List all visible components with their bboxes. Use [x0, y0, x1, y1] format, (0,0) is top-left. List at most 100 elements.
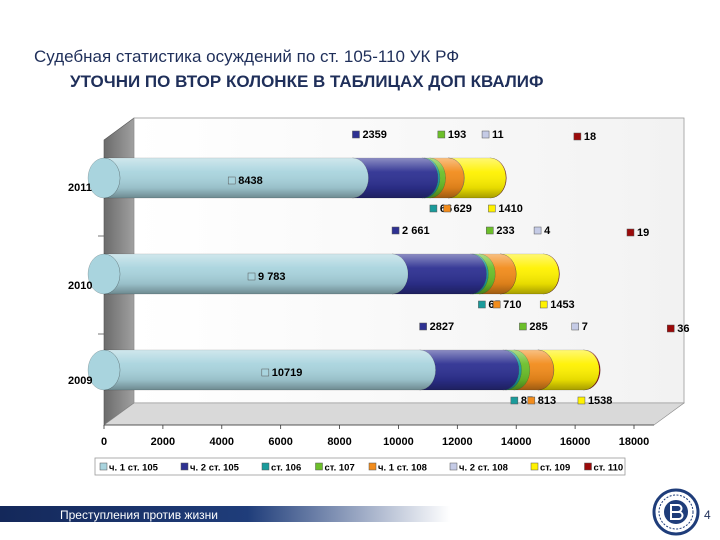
bar-cap [87, 157, 121, 199]
legend-swatch [530, 462, 539, 471]
footer-bar [0, 506, 450, 522]
legend-entry: ч. 2 ст. 108 [459, 463, 508, 474]
legend-swatch [315, 462, 323, 471]
legend-swatch [368, 462, 377, 471]
data-label-key [519, 322, 527, 331]
bar-segment-shading [104, 158, 369, 198]
bar-segment-shading [429, 158, 465, 198]
data-label-key [577, 396, 586, 405]
bar-segment-shading [104, 350, 436, 390]
data-label-key [352, 130, 360, 139]
data-label: 9 783 [258, 271, 286, 283]
legend-box [94, 457, 626, 476]
bar-segment-shading [423, 158, 446, 198]
legend-entry: ст. 107 [325, 463, 355, 474]
data-label-key [492, 300, 501, 309]
legend-entry: ч. 1 ст. 108 [378, 463, 427, 474]
bar-segment-shading [419, 350, 519, 390]
data-label-key [478, 300, 486, 309]
bars [87, 157, 601, 391]
data-label-key [247, 272, 256, 281]
data-label: 2 661 [402, 225, 430, 237]
data-label-key [527, 396, 536, 405]
data-label: 629 [454, 203, 472, 215]
bar-segment-shading [513, 350, 554, 390]
x-tick-label: 4000 [210, 436, 234, 448]
data-label-key [419, 322, 427, 331]
data-label: 11 [492, 129, 504, 141]
data-label-key [626, 228, 635, 237]
x-tick-label: 0 [101, 436, 107, 448]
data-label-key [573, 132, 582, 141]
bar-segment-shading [505, 350, 530, 390]
legend-entry: ч. 1 ст. 105 [109, 463, 159, 474]
data-label-key [533, 226, 542, 235]
data-label: 285 [529, 321, 547, 333]
data-label: 18 [584, 131, 596, 143]
data-label-key [666, 324, 675, 333]
data-label: 193 [448, 129, 466, 141]
data-label-key [571, 322, 579, 331]
bar-segment-shading [448, 158, 506, 198]
bar-segment-shading [352, 158, 438, 198]
data-label-key [429, 204, 438, 213]
bar-segment-shading [500, 254, 559, 294]
title-line-2: УТОЧНИ ПО ВТОР КОЛОНКЕ В ТАБЛИЦАХ ДОП КВ… [70, 72, 544, 91]
legend-swatch [180, 462, 189, 471]
legend-entry: ст. 106 [271, 463, 301, 474]
data-label-key [443, 204, 451, 213]
x-tick-label: 18000 [619, 436, 650, 448]
legend-swatch [261, 462, 270, 471]
data-label: 10719 [272, 367, 303, 379]
data-label-key [486, 226, 494, 235]
x-tick-label: 14000 [501, 436, 532, 448]
category-label: 2009 [68, 375, 92, 387]
data-label-key [437, 130, 446, 139]
data-label: 710 [503, 299, 521, 311]
legend-entry: ст. 110 [594, 463, 624, 474]
x-tick-label: 2000 [151, 436, 175, 448]
data-label-key [391, 226, 400, 235]
data-label: 1410 [498, 203, 522, 215]
x-tick-label: 16000 [560, 436, 591, 448]
data-label: 7 [582, 321, 588, 333]
bar-cap [87, 349, 121, 391]
data-label-key [488, 204, 496, 213]
data-label: 19 [637, 227, 649, 239]
x-tick-label: 10000 [383, 436, 414, 448]
bar-cap [87, 253, 121, 295]
data-label: 233 [496, 225, 514, 237]
legend-swatch [584, 462, 592, 471]
bar-segment-shading [392, 254, 487, 294]
bar-segment-shading [472, 254, 496, 294]
data-label: 2827 [430, 321, 454, 333]
data-label: 813 [538, 395, 556, 407]
bar-segment-shading [479, 254, 517, 294]
category-label: 2011 [68, 182, 92, 194]
data-label-key [227, 176, 236, 185]
category-label: 2010 [68, 280, 92, 292]
title-line-1: Судебная статистика осуждений по ст. 105… [34, 47, 460, 66]
legend-swatch [449, 462, 458, 471]
page-number: 4 [704, 508, 711, 522]
data-label-key [539, 300, 548, 309]
data-label: 1538 [588, 395, 612, 407]
legend-entry: ст. 109 [540, 463, 570, 474]
legend-swatch [99, 462, 108, 471]
page-title: Судебная статистика осуждений по ст. 105… [34, 44, 684, 94]
x-tick-label: 6000 [268, 436, 292, 448]
x-tick-label: 12000 [442, 436, 473, 448]
university-logo-icon [652, 488, 700, 536]
bar-segment-shading [537, 350, 600, 390]
footer-text: Преступления против жизни [60, 508, 218, 522]
bar-segment-shading [502, 350, 522, 390]
legend: ч. 1 ст. 105 ч. 2 ст. 105 ст. 106 ст. 107 ч.… [94, 457, 626, 476]
legend-entry: ч. 2 ст. 105 [190, 463, 240, 474]
data-label-key [510, 396, 519, 405]
x-axis: 0 2000 4000 6000 8000 10000 12000 14000 16000 180… [68, 182, 654, 448]
data-label: 4 [544, 225, 551, 237]
data-label-key [481, 130, 490, 139]
x-tick-label: 8000 [327, 436, 351, 448]
